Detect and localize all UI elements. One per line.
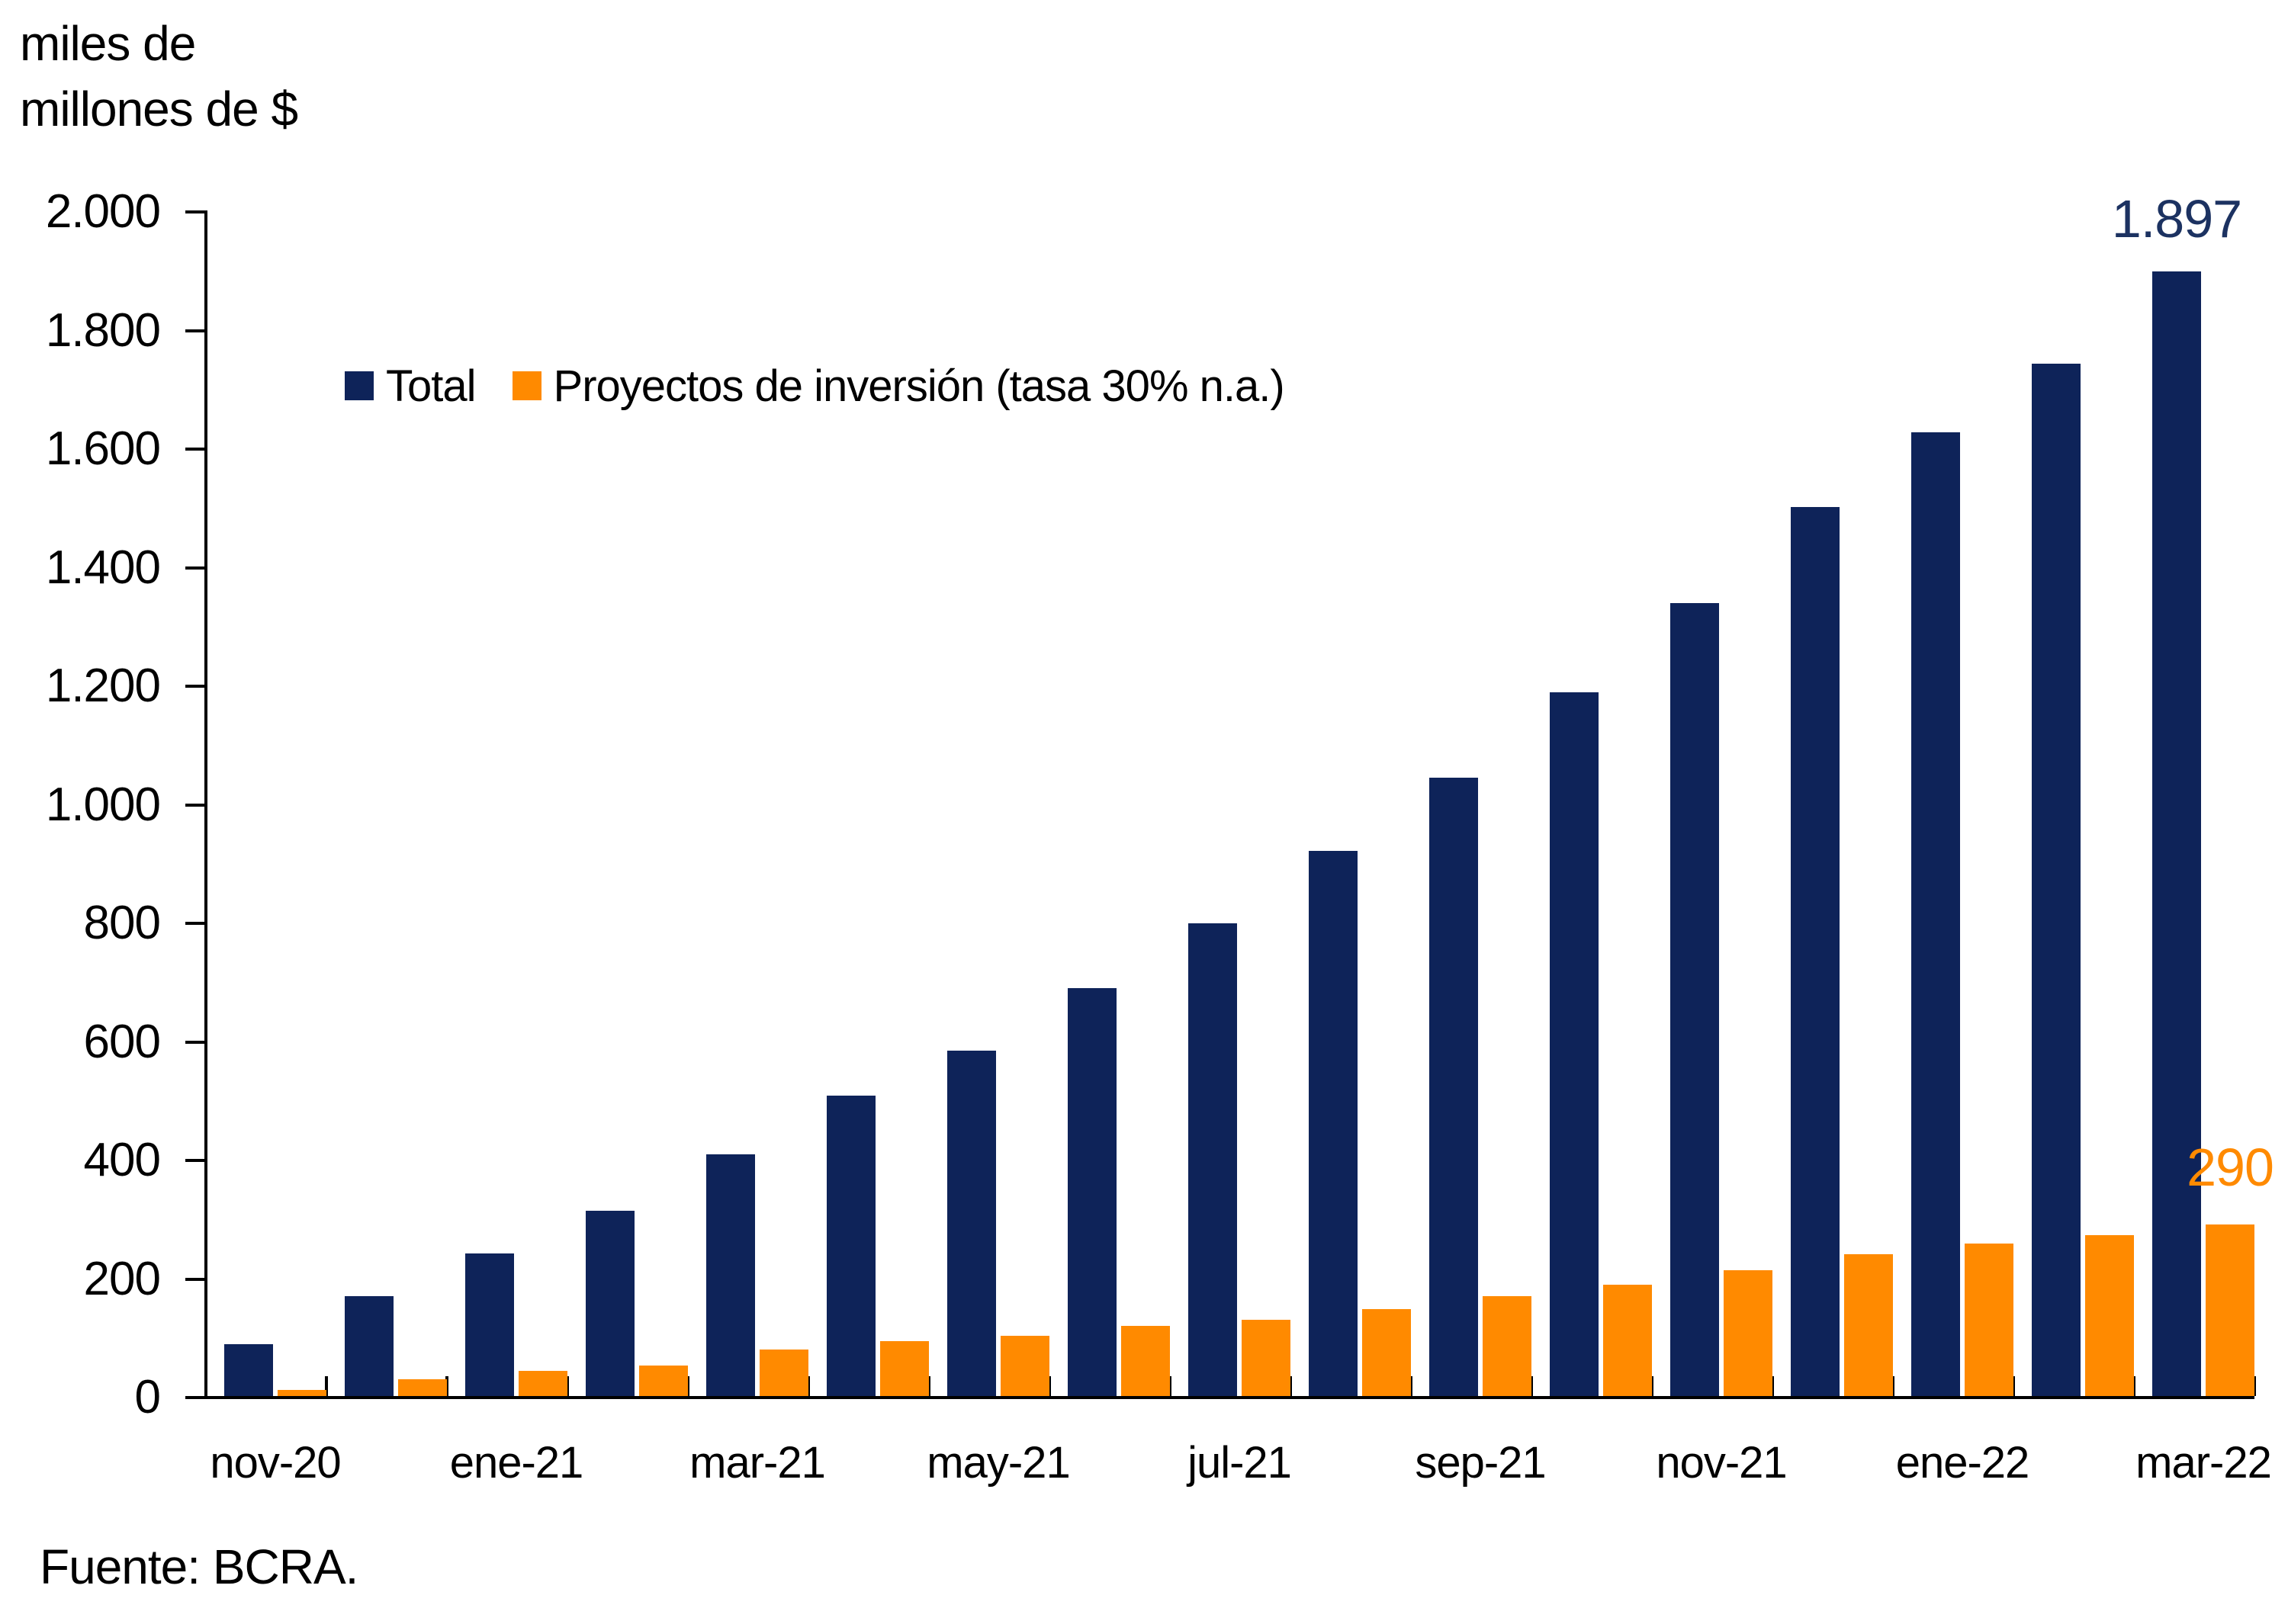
x-tick-label: ene-22: [1895, 1438, 2030, 1488]
y-tick-label: 600: [83, 1015, 161, 1068]
bar-proyectos: [2206, 1224, 2254, 1396]
x-tick-label: mar-21: [689, 1438, 826, 1488]
x-tick: [1289, 1376, 1292, 1396]
y-tick-label: 1.200: [45, 660, 161, 712]
y-tick: [185, 685, 204, 688]
bar-proyectos: [1121, 1326, 1170, 1396]
x-axis-line: [204, 1396, 2254, 1399]
x-tick: [1650, 1376, 1653, 1396]
bar-total: [465, 1253, 514, 1396]
x-tick: [1530, 1376, 1533, 1396]
x-tick: [2253, 1376, 2256, 1396]
bar-proyectos: [1242, 1320, 1290, 1396]
bar-total: [1670, 603, 1719, 1396]
bar-proyectos: [278, 1390, 326, 1396]
bar-total: [1550, 692, 1599, 1396]
y-tick-label: 0: [134, 1371, 161, 1423]
bar-proyectos: [1001, 1335, 1049, 1396]
bar-proyectos: [1844, 1254, 1893, 1396]
x-tick-label: jul-21: [1187, 1438, 1292, 1488]
y-tick: [185, 566, 204, 570]
data-label-total: 1.897: [2111, 189, 2242, 249]
x-tick: [1168, 1376, 1171, 1396]
y-axis-title-line2: millones de $: [20, 82, 298, 136]
y-tick: [185, 210, 204, 213]
bar-total: [1791, 506, 1840, 1396]
bar-proyectos: [639, 1365, 688, 1396]
legend-swatch-total: [345, 371, 374, 400]
bar-proyectos: [1362, 1308, 1411, 1396]
bar-proyectos: [880, 1340, 929, 1396]
bar-total: [345, 1296, 394, 1396]
x-tick: [445, 1376, 448, 1396]
y-tick-label: 2.000: [45, 185, 161, 238]
bar-total: [2152, 271, 2201, 1396]
bar-proyectos: [398, 1379, 447, 1396]
bar-proyectos: [1724, 1270, 1772, 1396]
y-tick: [185, 448, 204, 451]
bar-total: [1068, 988, 1117, 1396]
x-tick: [1409, 1376, 1412, 1396]
y-tick: [185, 1040, 204, 1044]
legend-label-proyectos: Proyectos de inversión (tasa 30% n.a.): [553, 361, 1285, 411]
y-tick-label: 1.400: [45, 541, 161, 594]
y-tick-label: 200: [83, 1252, 161, 1305]
y-tick-label: 1.800: [45, 303, 161, 357]
source-note: Fuente: BCRA.: [40, 1539, 358, 1594]
y-axis-title: miles de millones de $: [20, 11, 298, 142]
y-tick: [185, 803, 204, 807]
bar-proyectos: [760, 1350, 808, 1396]
x-tick: [686, 1376, 689, 1396]
bar-total: [1309, 850, 1358, 1396]
bar-total: [1911, 432, 1960, 1396]
legend: Total Proyectos de inversión (tasa 30% n…: [345, 361, 1321, 411]
x-tick-label: sep-21: [1415, 1438, 1546, 1488]
legend-swatch-proyectos: [512, 371, 541, 400]
x-tick: [566, 1376, 569, 1396]
bar-total: [586, 1210, 635, 1396]
x-tick: [807, 1376, 810, 1396]
x-tick: [325, 1376, 328, 1396]
bar-total: [2032, 364, 2081, 1396]
y-tick: [185, 329, 204, 332]
y-tick: [185, 1396, 204, 1399]
x-tick-label: may-21: [927, 1438, 1070, 1488]
bar-total: [1188, 923, 1237, 1396]
bar-total: [706, 1154, 755, 1396]
y-tick: [185, 1277, 204, 1281]
bar-total: [827, 1095, 876, 1396]
y-tick: [185, 922, 204, 925]
y-tick: [185, 1159, 204, 1162]
bar-proyectos: [2085, 1235, 2134, 1396]
y-axis-line: [204, 210, 207, 1399]
x-tick: [927, 1376, 930, 1396]
bar-proyectos: [1483, 1296, 1531, 1396]
bar-total: [947, 1051, 996, 1396]
x-tick-label: ene-21: [449, 1438, 584, 1488]
y-tick-label: 1.600: [45, 422, 161, 475]
y-axis-title-line1: miles de: [20, 16, 196, 71]
y-tick-label: 800: [83, 897, 161, 949]
x-tick: [2132, 1376, 2135, 1396]
legend-label-total: Total: [386, 361, 477, 411]
x-tick: [1771, 1376, 1774, 1396]
x-tick-label: mar-22: [2135, 1438, 2272, 1488]
x-tick: [1048, 1376, 1051, 1396]
y-tick-label: 1.000: [45, 778, 161, 831]
x-tick: [2012, 1376, 2015, 1396]
bar-proyectos: [1603, 1284, 1652, 1396]
x-tick-label: nov-21: [1656, 1438, 1787, 1488]
x-tick-label: nov-20: [210, 1438, 341, 1488]
bar-total: [224, 1343, 273, 1396]
x-tick: [1891, 1376, 1894, 1396]
y-tick-label: 400: [83, 1134, 161, 1186]
bar-proyectos: [519, 1371, 567, 1396]
bar-proyectos: [1965, 1244, 2013, 1396]
data-label-proyectos: 290: [2187, 1137, 2274, 1197]
bar-total: [1429, 778, 1478, 1396]
